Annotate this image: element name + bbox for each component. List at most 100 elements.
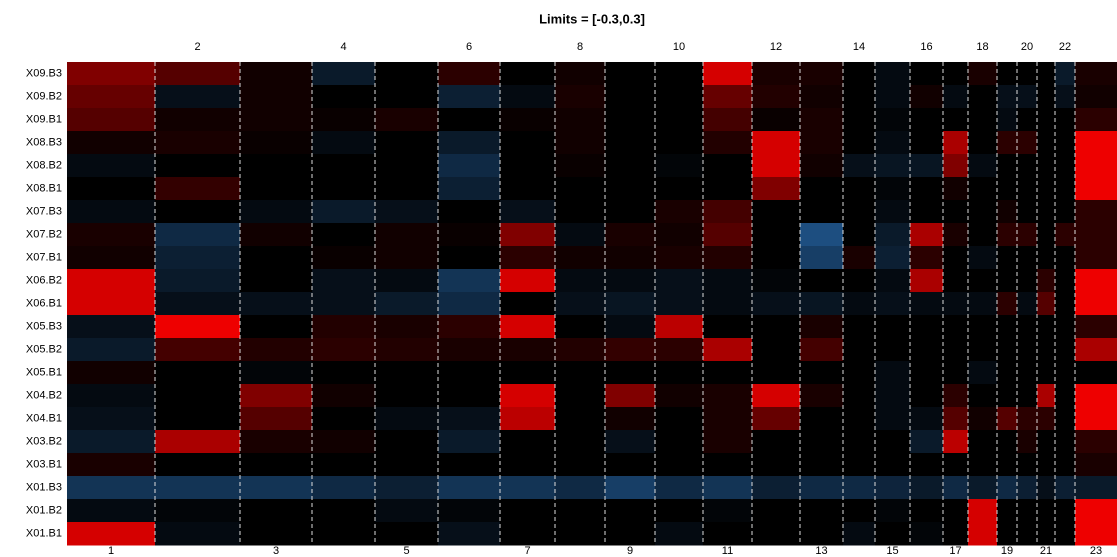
- cell: [1017, 453, 1037, 477]
- cell: [875, 223, 910, 247]
- row-label: X06.B2: [26, 274, 62, 286]
- cell: [968, 407, 997, 431]
- cell: [800, 62, 843, 86]
- cell: [1017, 292, 1037, 316]
- cell: [703, 407, 752, 431]
- cell: [910, 453, 943, 477]
- cell: [67, 154, 155, 178]
- cell: [1037, 108, 1055, 132]
- cell: [67, 131, 155, 155]
- cell: [843, 177, 875, 201]
- cell: [943, 522, 968, 546]
- cell: [875, 453, 910, 477]
- cell: [500, 131, 555, 155]
- cell: [800, 522, 843, 546]
- cell: [1055, 246, 1075, 270]
- cell: [1055, 154, 1075, 178]
- cell: [438, 269, 500, 293]
- cell: [703, 154, 752, 178]
- cell: [1017, 315, 1037, 339]
- cell: [155, 338, 240, 362]
- cell: [67, 85, 155, 109]
- cell: [655, 200, 703, 224]
- cell: [1037, 154, 1055, 178]
- cell: [155, 361, 240, 385]
- cell: [997, 522, 1017, 546]
- cell: [997, 62, 1017, 86]
- cell: [703, 223, 752, 247]
- cell: [1075, 62, 1117, 86]
- cell: [555, 108, 605, 132]
- column-label: 18: [976, 41, 988, 53]
- cell: [655, 85, 703, 109]
- cell: [800, 361, 843, 385]
- row-label: X06.B1: [26, 297, 62, 309]
- cell: [875, 246, 910, 270]
- cell: [240, 315, 312, 339]
- cell: [155, 407, 240, 431]
- cell: [155, 522, 240, 546]
- cell: [843, 522, 875, 546]
- cell: [910, 476, 943, 500]
- cell: [605, 246, 655, 270]
- cell: [655, 338, 703, 362]
- cell: [555, 407, 605, 431]
- cell: [752, 246, 800, 270]
- cell: [500, 522, 555, 546]
- cell: [155, 315, 240, 339]
- cell: [1055, 108, 1075, 132]
- cell: [997, 108, 1017, 132]
- cell: [500, 430, 555, 454]
- cell: [703, 338, 752, 362]
- cell: [997, 384, 1017, 408]
- cell: [875, 177, 910, 201]
- cell: [875, 522, 910, 546]
- cell: [843, 62, 875, 86]
- cell: [240, 108, 312, 132]
- cell: [800, 430, 843, 454]
- cell: [800, 200, 843, 224]
- cell: [1055, 522, 1075, 546]
- cell: [752, 269, 800, 293]
- cell: [67, 108, 155, 132]
- row-label: X08.B1: [26, 182, 62, 194]
- cell: [655, 154, 703, 178]
- cell: [943, 62, 968, 86]
- cell: [910, 200, 943, 224]
- cell: [997, 453, 1017, 477]
- cell: [312, 315, 375, 339]
- cell: [1037, 177, 1055, 201]
- cell: [438, 384, 500, 408]
- cell: [875, 361, 910, 385]
- cell: [605, 476, 655, 500]
- cell: [800, 246, 843, 270]
- cell: [655, 315, 703, 339]
- cell: [155, 476, 240, 500]
- column-label: 5: [403, 545, 409, 557]
- cell: [438, 338, 500, 362]
- cell: [655, 131, 703, 155]
- cell: [605, 315, 655, 339]
- cell: [703, 361, 752, 385]
- cell: [605, 430, 655, 454]
- cell: [375, 108, 438, 132]
- cell: [155, 430, 240, 454]
- cell: [910, 131, 943, 155]
- cell: [968, 246, 997, 270]
- cell: [843, 223, 875, 247]
- cell: [1017, 108, 1037, 132]
- cell: [1037, 384, 1055, 408]
- cell: [1055, 62, 1075, 86]
- cell: [997, 499, 1017, 523]
- cell: [240, 476, 312, 500]
- cell: [500, 453, 555, 477]
- cell: [155, 62, 240, 86]
- cell: [1017, 200, 1037, 224]
- cell: [910, 62, 943, 86]
- cell: [1055, 292, 1075, 316]
- cell: [752, 453, 800, 477]
- cell: [312, 430, 375, 454]
- cell: [67, 522, 155, 546]
- cell: [240, 292, 312, 316]
- cell: [875, 85, 910, 109]
